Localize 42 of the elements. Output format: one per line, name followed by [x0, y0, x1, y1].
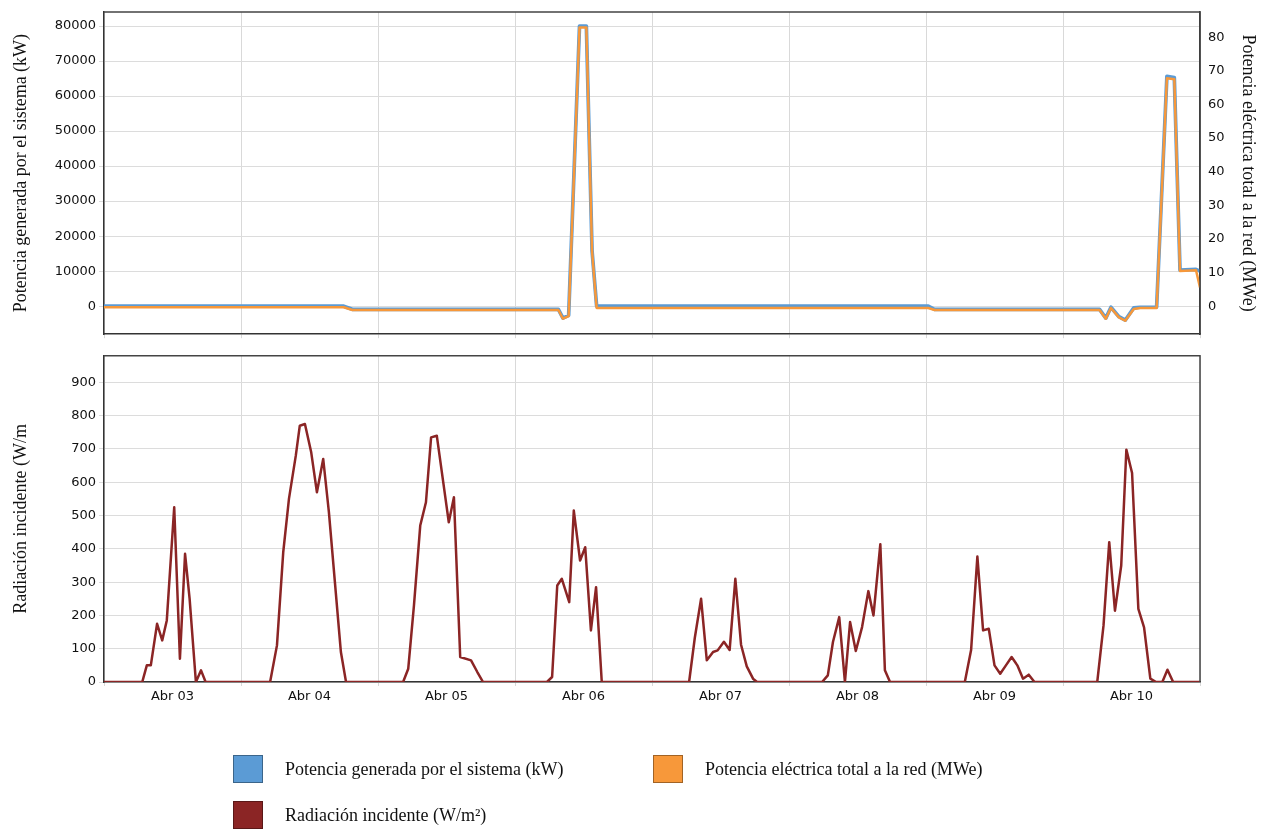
y-axis-title: Potencia generada por el sistema (kW): [9, 33, 31, 313]
y-tick-label: 0: [87, 673, 96, 689]
y2-tick-label: 30: [1208, 196, 1225, 212]
y-tick-label: 700: [71, 440, 96, 456]
legend-label: Potencia generada por el sistema (kW): [285, 758, 564, 780]
y-tick-label: 50000: [54, 122, 96, 138]
y2-tick-label: 50: [1208, 129, 1225, 145]
y-tick-label: 10000: [54, 262, 96, 278]
y2-tick-label: 0: [1208, 297, 1217, 313]
y-axis-title: Radiación incidente (W/m: [9, 423, 31, 614]
x-tick-label: Abr 07: [698, 688, 743, 704]
y-tick-label: 20000: [54, 227, 96, 243]
x-tick-label: Abr 06: [561, 688, 606, 704]
x-tick-label: Abr 04: [287, 688, 332, 704]
y-tick-label: 900: [71, 373, 96, 389]
x-tick-label: Abr 05: [424, 688, 469, 704]
y2-tick-label: 60: [1208, 95, 1225, 111]
x-tick-label: Abr 03: [150, 688, 195, 704]
y-tick-label: 70000: [54, 52, 96, 68]
y2-tick-label: 70: [1208, 62, 1225, 78]
y2-tick-label: 20: [1208, 230, 1225, 246]
y2-tick-label: 80: [1208, 28, 1225, 44]
legend-label: Radiación incidente (W/m²): [285, 804, 487, 826]
y-tick-label: 100: [71, 640, 96, 656]
y-tick-label: 0: [87, 297, 96, 313]
y-tick-label: 200: [71, 606, 96, 622]
x-tick-label: Abr 09: [972, 688, 1017, 704]
y-tick-label: 500: [71, 506, 96, 522]
y-tick-label: 300: [71, 573, 96, 589]
x-tick-label: Abr 08: [835, 688, 880, 704]
legend-label: Potencia eléctrica total a la red (MWe): [705, 758, 983, 780]
y-tick-label: 800: [71, 407, 96, 423]
x-tick-label: Abr 10: [1109, 688, 1154, 704]
y-tick-label: 80000: [54, 17, 96, 33]
y2-axis-title: Potencia eléctrica total a la red (MWe): [1238, 34, 1260, 312]
y-tick-label: 400: [71, 540, 96, 556]
y2-tick-label: 40: [1208, 163, 1225, 179]
y-tick-label: 60000: [54, 87, 96, 103]
y2-tick-label: 10: [1208, 264, 1225, 280]
y-tick-label: 600: [71, 473, 96, 489]
y-tick-label: 30000: [54, 192, 96, 208]
y-tick-label: 40000: [54, 157, 96, 173]
